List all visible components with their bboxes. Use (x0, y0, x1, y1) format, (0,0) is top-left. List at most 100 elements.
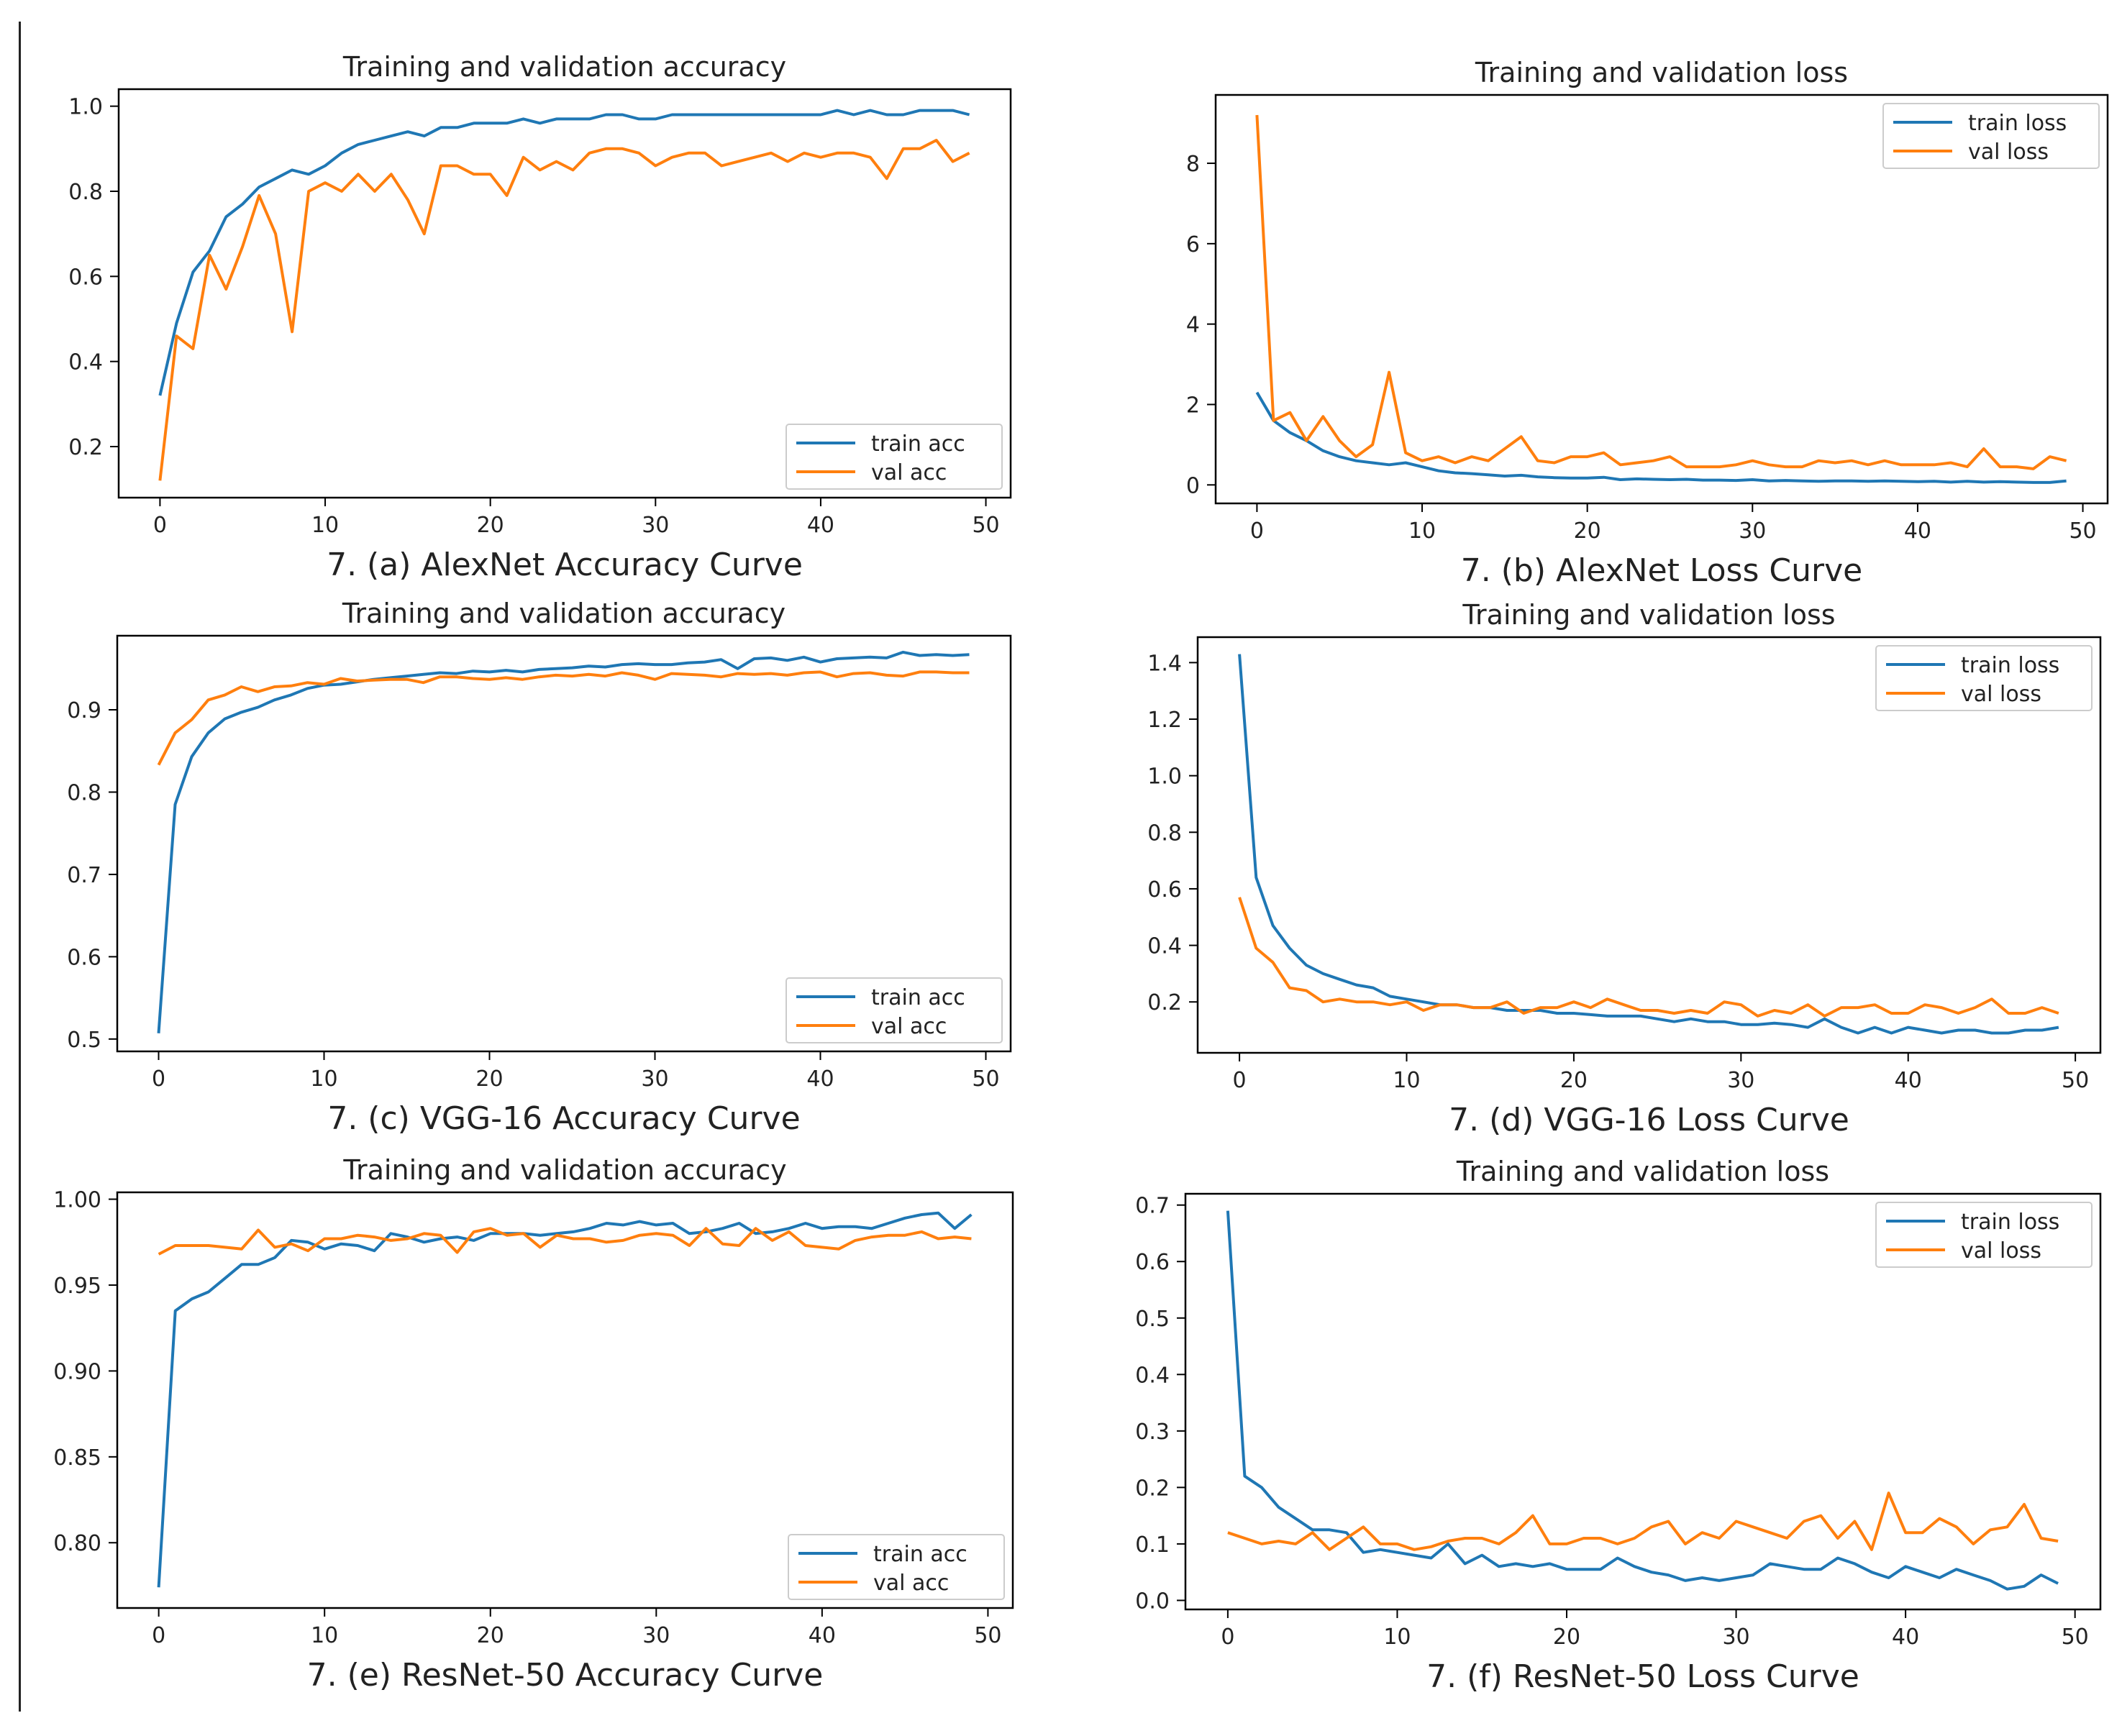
series-line-train-loss (1255, 391, 2067, 484)
x-tick-label: 10 (310, 1066, 337, 1092)
legend-label: val loss (1961, 682, 2041, 707)
y-tick-label: 0.2 (1135, 1476, 1170, 1501)
figure-caption: 7. (e) ResNet-50 Accuracy Curve (307, 1657, 824, 1694)
y-tick-label: 0.6 (68, 265, 103, 290)
chart-panel-4: Training and validation loss 0 10 20 30 40 50 0… (1147, 599, 2102, 1138)
legend-label: val loss (1961, 1238, 2041, 1264)
y-tick-label: 8 (1186, 152, 1200, 177)
x-tick-label: 40 (1895, 1068, 1922, 1093)
legend-label: train acc (873, 1542, 967, 1567)
x-tick-label: 0 (153, 513, 167, 538)
plot-frame (117, 88, 1012, 499)
y-tick-label: 0.6 (1147, 877, 1182, 903)
legend: train acc val acc (785, 977, 1003, 1043)
legend: train loss val loss (1882, 103, 2100, 169)
x-tick-label: 50 (2062, 1625, 2089, 1650)
legend-label: train acc (871, 431, 965, 457)
plot-frame (116, 634, 1012, 1053)
figure-caption: 7. (b) AlexNet Loss Curve (1461, 552, 1862, 589)
plot-frame (116, 1191, 1014, 1609)
legend: train loss val loss (1875, 645, 2093, 711)
series-line-train-loss (1226, 1210, 2059, 1591)
y-tick-label: 0.5 (67, 1028, 101, 1053)
x-tick-label: 30 (1739, 518, 1766, 544)
series-line-val-acc (158, 139, 970, 481)
y-tick-label: 2 (1186, 393, 1200, 418)
y-tick-label: 0.9 (67, 698, 101, 723)
figure-caption: 7. (d) VGG-16 Loss Curve (1449, 1102, 1849, 1138)
x-tick-label: 10 (1383, 1625, 1411, 1650)
y-tick-label: 0.1 (1135, 1532, 1170, 1558)
y-tick-label: 0.0 (1135, 1589, 1170, 1614)
chart-panel-5: Training and validation accuracy 0 10 20 30 4… (53, 1154, 1014, 1694)
y-tick-label: 1.0 (68, 95, 103, 120)
x-tick-label: 10 (311, 513, 339, 538)
x-tick-label: 50 (972, 1066, 999, 1092)
chart-title: Training and validation loss (1456, 1156, 1829, 1187)
x-tick-label: 0 (1221, 1625, 1234, 1650)
series-line-val-acc (157, 670, 970, 766)
y-tick-label: 0.3 (1135, 1420, 1170, 1445)
y-tick-label: 0.7 (1135, 1194, 1170, 1219)
chart-title: Training and validation loss (1475, 57, 1848, 88)
y-tick-label: 0.5 (1135, 1307, 1170, 1332)
x-tick-label: 20 (1560, 1068, 1588, 1093)
x-tick-label: 30 (642, 513, 669, 538)
x-tick-label: 40 (809, 1623, 836, 1648)
x-tick-label: 10 (1393, 1068, 1420, 1093)
legend-label: val acc (871, 460, 947, 485)
x-tick-label: 40 (1904, 518, 1931, 544)
x-tick-label: 0 (152, 1066, 165, 1092)
legend-label: train loss (1961, 1210, 2059, 1235)
y-tick-label: 0.4 (1147, 934, 1182, 959)
y-tick-label: 0.2 (68, 435, 103, 460)
x-tick-label: 0 (1233, 1068, 1247, 1093)
series-line-train-acc (158, 109, 970, 396)
x-tick-label: 40 (1892, 1625, 1919, 1650)
chart-title: Training and validation accuracy (342, 1154, 786, 1186)
series-line-train-loss (1238, 654, 2059, 1035)
legend-label: val acc (873, 1571, 949, 1596)
y-tick-label: 0.8 (67, 780, 101, 805)
y-tick-label: 0.95 (53, 1274, 101, 1299)
y-tick-label: 0.85 (53, 1445, 101, 1471)
legend: train loss val loss (1875, 1202, 2093, 1268)
x-tick-label: 40 (806, 1066, 834, 1092)
x-tick-label: 0 (1250, 518, 1264, 544)
figure-caption: 7. (f) ResNet-50 Loss Curve (1426, 1658, 1859, 1695)
chart-panel-6: Training and validation loss 0 10 20 30 40 50 0… (1135, 1156, 2102, 1695)
y-tick-label: 0.80 (53, 1531, 101, 1556)
plot-frame (1214, 93, 2109, 505)
x-tick-label: 50 (2069, 518, 2096, 544)
legend-label: val acc (871, 1014, 947, 1039)
x-tick-label: 20 (477, 1623, 504, 1648)
x-tick-label: 20 (1574, 518, 1601, 544)
figure-caption: 7. (a) AlexNet Accuracy Curve (327, 547, 803, 583)
chart-title: Training and validation loss (1462, 599, 1835, 631)
x-tick-label: 30 (642, 1623, 670, 1648)
legend: train acc val acc (788, 1534, 1005, 1600)
x-tick-label: 10 (1408, 518, 1436, 544)
y-tick-label: 0.4 (68, 350, 103, 375)
chart-title: Training and validation accuracy (342, 51, 786, 83)
legend: train acc val acc (785, 424, 1003, 490)
y-tick-label: 0.2 (1147, 990, 1182, 1015)
series-line-val-loss (1238, 897, 2059, 1018)
x-tick-label: 10 (311, 1623, 338, 1648)
legend-label: val loss (1968, 140, 2049, 165)
plot-frame (1184, 1192, 2102, 1611)
x-tick-label: 30 (1727, 1068, 1754, 1093)
y-tick-label: 0.4 (1135, 1363, 1170, 1388)
y-tick-label: 1.4 (1147, 651, 1182, 676)
y-tick-label: 0.7 (67, 863, 101, 888)
series-line-val-acc (158, 1227, 972, 1256)
y-tick-label: 0 (1186, 473, 1200, 498)
y-tick-label: 4 (1186, 313, 1200, 338)
x-tick-label: 50 (2062, 1068, 2089, 1093)
x-tick-label: 0 (152, 1623, 165, 1648)
y-tick-label: 0.6 (67, 945, 101, 970)
series-line-train-acc (157, 650, 970, 1033)
x-tick-label: 50 (974, 1623, 1001, 1648)
x-tick-label: 50 (972, 513, 999, 538)
